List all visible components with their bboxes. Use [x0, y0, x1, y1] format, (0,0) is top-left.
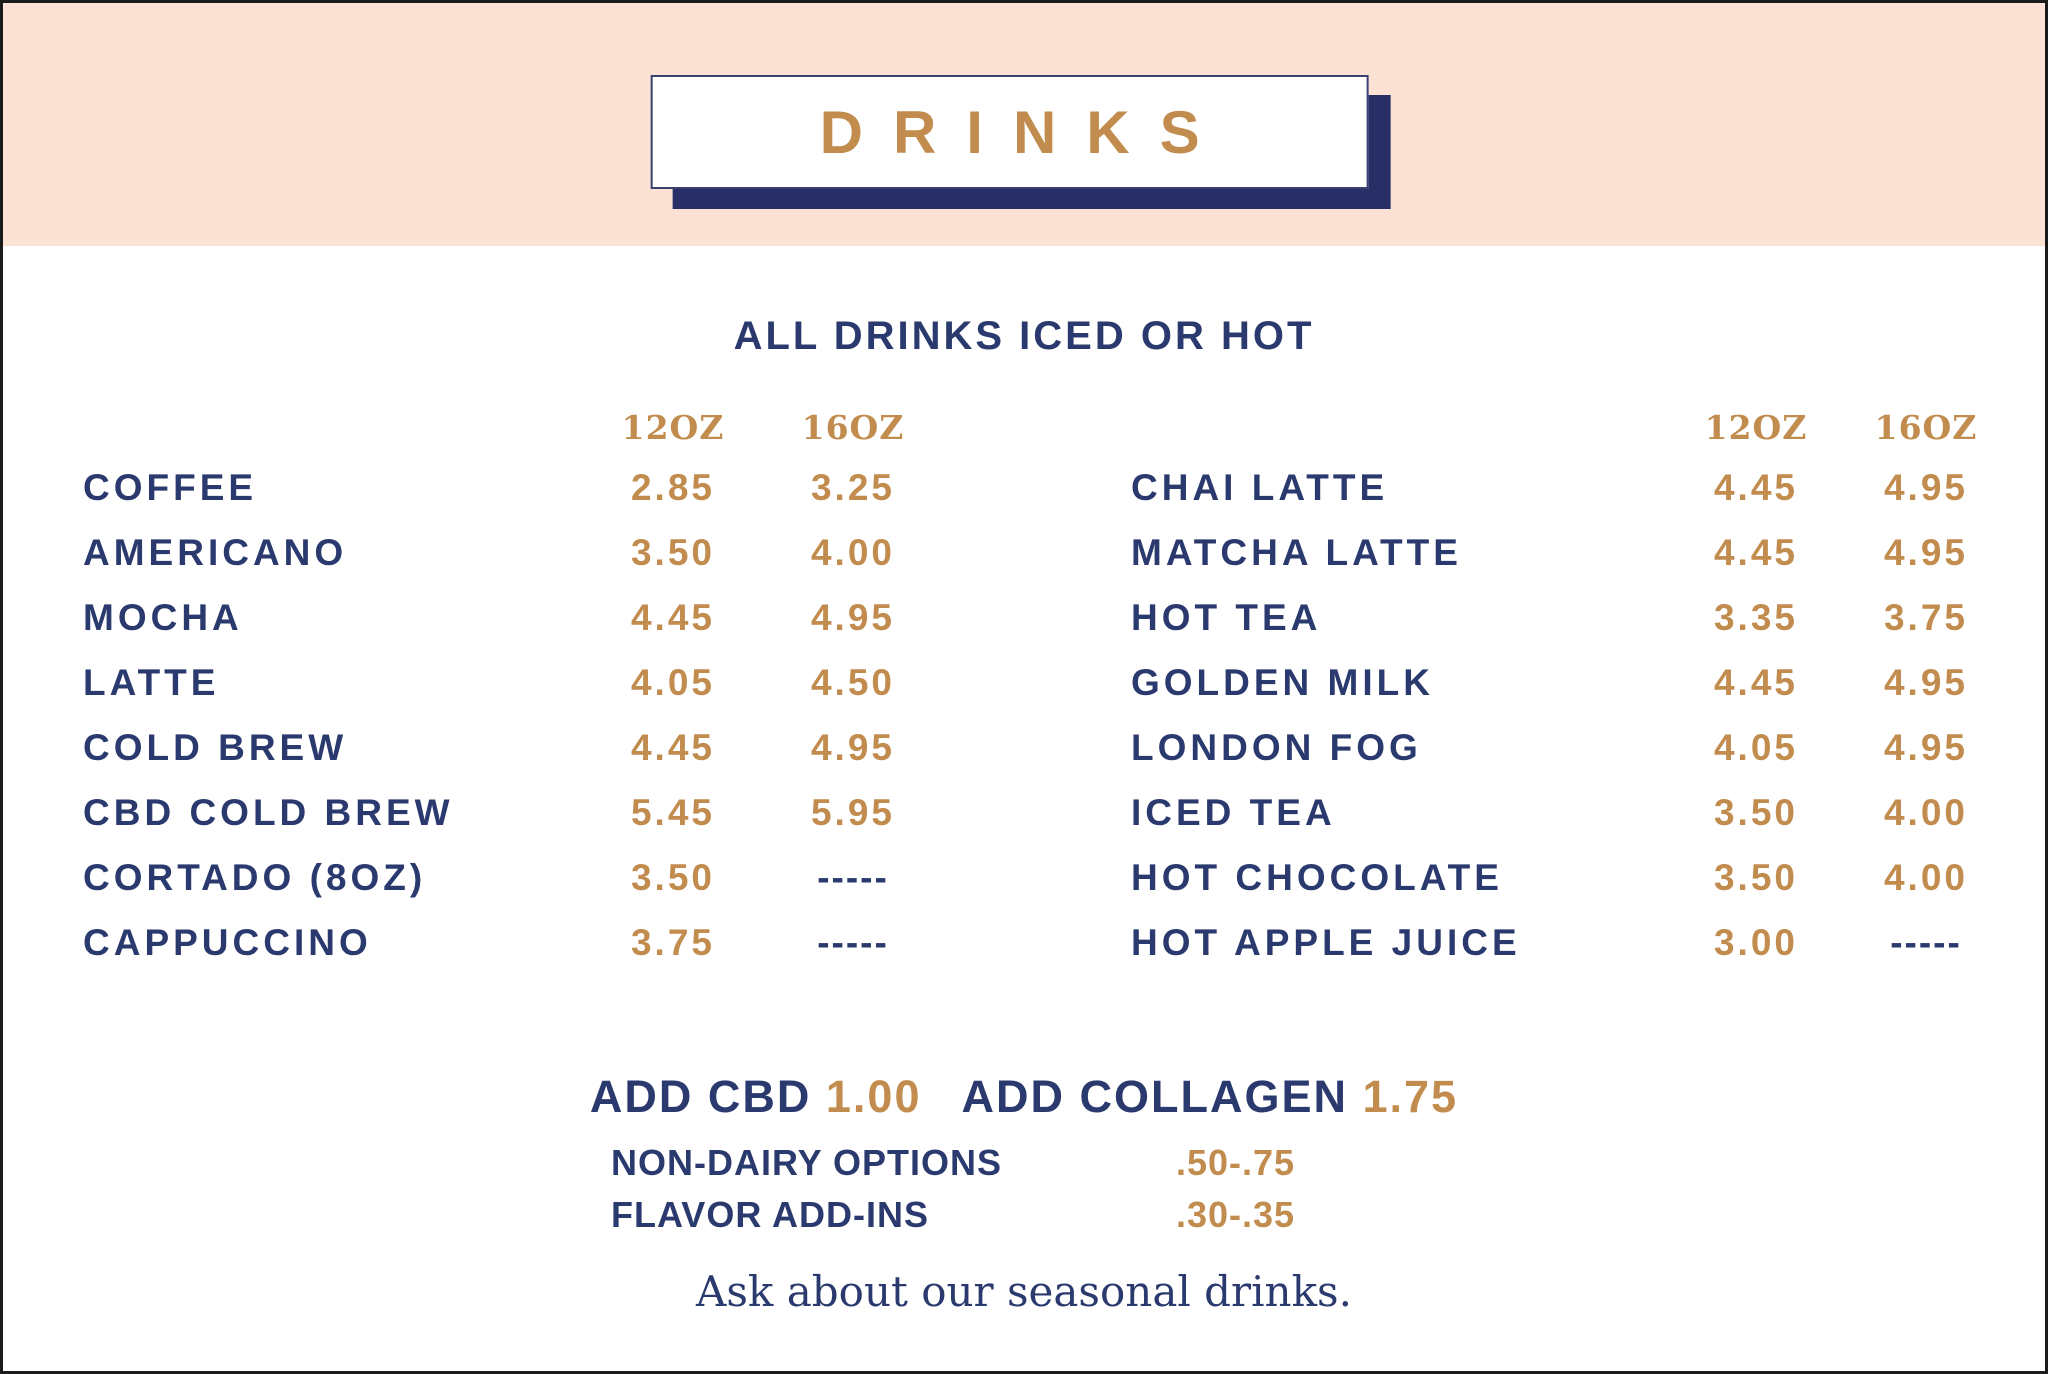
menu-row: CAPPUCCINO 3.75 -----	[83, 910, 943, 975]
menu-row: COLD BREW 4.45 4.95	[83, 715, 943, 780]
item-price-16oz: 4.00	[1883, 791, 1968, 833]
item-price-12oz: 3.50	[1713, 856, 1798, 898]
size-header-12oz: 12OZ	[1704, 407, 1808, 447]
menu-row: CHAI LATTE 4.45 4.95	[1131, 455, 2011, 520]
item-name: ICED TEA	[1131, 791, 1336, 833]
addon-collagen: ADD COLLAGEN 1.75	[962, 1071, 1459, 1122]
size-header-12oz: 12OZ	[621, 407, 725, 447]
item-name: GOLDEN MILK	[1131, 661, 1434, 703]
addon-collagen-label: ADD COLLAGEN	[961, 1071, 1348, 1122]
item-price-16oz: 4.00	[1883, 856, 1968, 898]
item-name: MATCHA LATTE	[1131, 531, 1462, 573]
item-name: COLD BREW	[83, 726, 348, 768]
menu-row: MATCHA LATTE 4.45 4.95	[1131, 520, 2011, 585]
item-price-12oz: 2.85	[630, 466, 715, 508]
item-price-16oz: 4.95	[1883, 661, 1968, 703]
size-header-16oz: 16OZ	[801, 407, 905, 447]
title-box: DRINKS	[650, 75, 1369, 189]
item-name: HOT CHOCOLATE	[1131, 856, 1503, 898]
menu-row: LATTE 4.05 4.50	[83, 650, 943, 715]
addon-row: NON-DAIRY OPTIONS .50-.75	[611, 1137, 1401, 1189]
menu-column-right: 12OZ 16OZ CHAI LATTE 4.45 4.95 MATCHA LATTE…	[1131, 399, 2011, 975]
item-price-16oz: -----	[1890, 921, 1962, 963]
item-name: HOT APPLE JUICE	[1131, 921, 1521, 963]
addon-row-label: NON-DAIRY OPTIONS	[611, 1142, 1003, 1183]
item-price-12oz: 4.05	[630, 661, 715, 703]
item-price-16oz: 4.95	[1883, 726, 1968, 768]
menu-rows-right: CHAI LATTE 4.45 4.95 MATCHA LATTE 4.45 4.95 HO…	[1131, 455, 2011, 975]
item-price-16oz: 3.25	[810, 466, 895, 508]
item-name: LATTE	[83, 661, 220, 703]
menu-row: HOT APPLE JUICE 3.00 -----	[1131, 910, 2011, 975]
item-name: CAPPUCCINO	[83, 921, 372, 963]
item-price-16oz: 5.95	[810, 791, 895, 833]
item-name: AMERICANO	[83, 531, 348, 573]
size-header-row: 12OZ 16OZ	[1131, 399, 2011, 455]
menu-row: AMERICANO 3.50 4.00	[83, 520, 943, 585]
menu-rows-left: COFFEE 2.85 3.25 AMERICANO 3.50 4.00 MOCHA 4.45…	[83, 455, 943, 975]
seasonal-note: Ask about our seasonal drinks.	[696, 1267, 1352, 1316]
item-price-16oz: 3.75	[1883, 596, 1968, 638]
addon-row-price: .50-.75	[1176, 1142, 1296, 1183]
item-price-16oz: 4.95	[1883, 531, 1968, 573]
item-name: MOCHA	[83, 596, 243, 638]
menu-row: CORTADO (8OZ) 3.50 -----	[83, 845, 943, 910]
menu-row: CBD COLD BREW 5.45 5.95	[83, 780, 943, 845]
menu-row: COFFEE 2.85 3.25	[83, 455, 943, 520]
item-name: LONDON FOG	[1131, 726, 1422, 768]
addon-cbd: ADD CBD 1.00	[590, 1071, 922, 1122]
item-price-12oz: 4.45	[1713, 661, 1798, 703]
addon-cbd-price: 1.00	[825, 1071, 922, 1122]
item-price-16oz: 4.50	[810, 661, 895, 703]
menu-row: MOCHA 4.45 4.95	[83, 585, 943, 650]
item-price-16oz: 4.95	[1883, 466, 1968, 508]
item-price-12oz: 4.45	[1713, 466, 1798, 508]
item-price-12oz: 4.45	[1713, 531, 1798, 573]
addon-cbd-label: ADD CBD	[589, 1071, 812, 1122]
menu-row: GOLDEN MILK 4.45 4.95	[1131, 650, 2011, 715]
item-price-12oz: 3.50	[630, 856, 715, 898]
item-price-12oz: 5.45	[630, 791, 715, 833]
item-price-16oz: -----	[817, 921, 889, 963]
item-price-12oz: 3.00	[1713, 921, 1798, 963]
addon-collagen-price: 1.75	[1362, 1071, 1459, 1122]
addon-row: FLAVOR ADD-INS .30-.35	[611, 1189, 1401, 1241]
item-price-12oz: 3.50	[1713, 791, 1798, 833]
item-name: CHAI LATTE	[1131, 466, 1389, 508]
item-price-12oz: 3.50	[630, 531, 715, 573]
item-price-16oz: -----	[817, 856, 889, 898]
item-price-12oz: 4.05	[1713, 726, 1798, 768]
menu-row: LONDON FOG 4.05 4.95	[1131, 715, 2011, 780]
menu-row: HOT TEA 3.35 3.75	[1131, 585, 2011, 650]
addon-row-label: FLAVOR ADD-INS	[611, 1194, 929, 1235]
item-price-16oz: 4.95	[810, 596, 895, 638]
title-group: DRINKS	[650, 75, 1391, 209]
header-band: DRINKS	[3, 3, 2045, 246]
menu-row: ICED TEA 3.50 4.00	[1131, 780, 2011, 845]
item-price-12oz: 3.35	[1713, 596, 1798, 638]
menu-column-left: 12OZ 16OZ COFFEE 2.85 3.25 AMERICANO 3.50 4.0…	[83, 399, 943, 975]
item-price-16oz: 4.00	[810, 531, 895, 573]
size-header-row: 12OZ 16OZ	[83, 399, 943, 455]
size-header-16oz: 16OZ	[1874, 407, 1978, 447]
item-price-12oz: 4.45	[630, 596, 715, 638]
item-name: HOT TEA	[1131, 596, 1322, 638]
item-price-12oz: 3.75	[630, 921, 715, 963]
item-name: CBD COLD BREW	[83, 791, 454, 833]
menu-row: HOT CHOCOLATE 3.50 4.00	[1131, 845, 2011, 910]
item-price-16oz: 4.95	[810, 726, 895, 768]
item-name: CORTADO (8OZ)	[83, 856, 427, 898]
addons-inline: ADD CBD 1.00 ADD COLLAGEN 1.75	[3, 1071, 2045, 1123]
page-title: DRINKS	[819, 98, 1230, 166]
addon-row-price: .30-.35	[1176, 1194, 1296, 1235]
item-price-12oz: 4.45	[630, 726, 715, 768]
menu-columns: 12OZ 16OZ COFFEE 2.85 3.25 AMERICANO 3.50 4.0…	[3, 399, 2045, 975]
item-name: COFFEE	[83, 466, 258, 508]
addon-rows: NON-DAIRY OPTIONS .50-.75 FLAVOR ADD-INS…	[611, 1137, 1401, 1241]
menu-subtitle: ALL DRINKS ICED OR HOT	[733, 314, 1315, 358]
